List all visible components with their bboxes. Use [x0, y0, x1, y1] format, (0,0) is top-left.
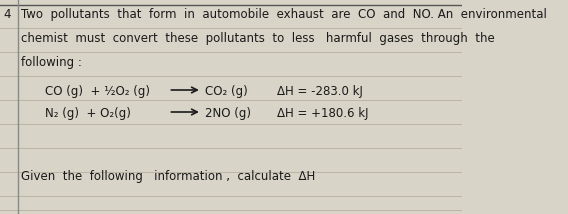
Text: Two  pollutants  that  form  in  automobile  exhaust  are  CO  and  NO. An  envi: Two pollutants that form in automobile e… [21, 8, 547, 21]
Text: Given  the  following   information ,  calculate  ΔH: Given the following information , calcul… [21, 170, 315, 183]
Text: chemist  must  convert  these  pollutants  to  less   harmful  gases  through  t: chemist must convert these pollutants to… [21, 32, 495, 45]
Text: CO (g)  + ½O₂ (g): CO (g) + ½O₂ (g) [45, 85, 150, 98]
Text: ΔH = -283.0 kJ: ΔH = -283.0 kJ [277, 85, 362, 98]
Text: 4: 4 [3, 8, 11, 21]
Text: following :: following : [21, 56, 82, 69]
Text: ΔH = +180.6 kJ: ΔH = +180.6 kJ [277, 107, 368, 120]
Text: CO₂ (g): CO₂ (g) [205, 85, 248, 98]
Text: 2NO (g): 2NO (g) [205, 107, 251, 120]
Text: N₂ (g)  + O₂(g): N₂ (g) + O₂(g) [45, 107, 131, 120]
